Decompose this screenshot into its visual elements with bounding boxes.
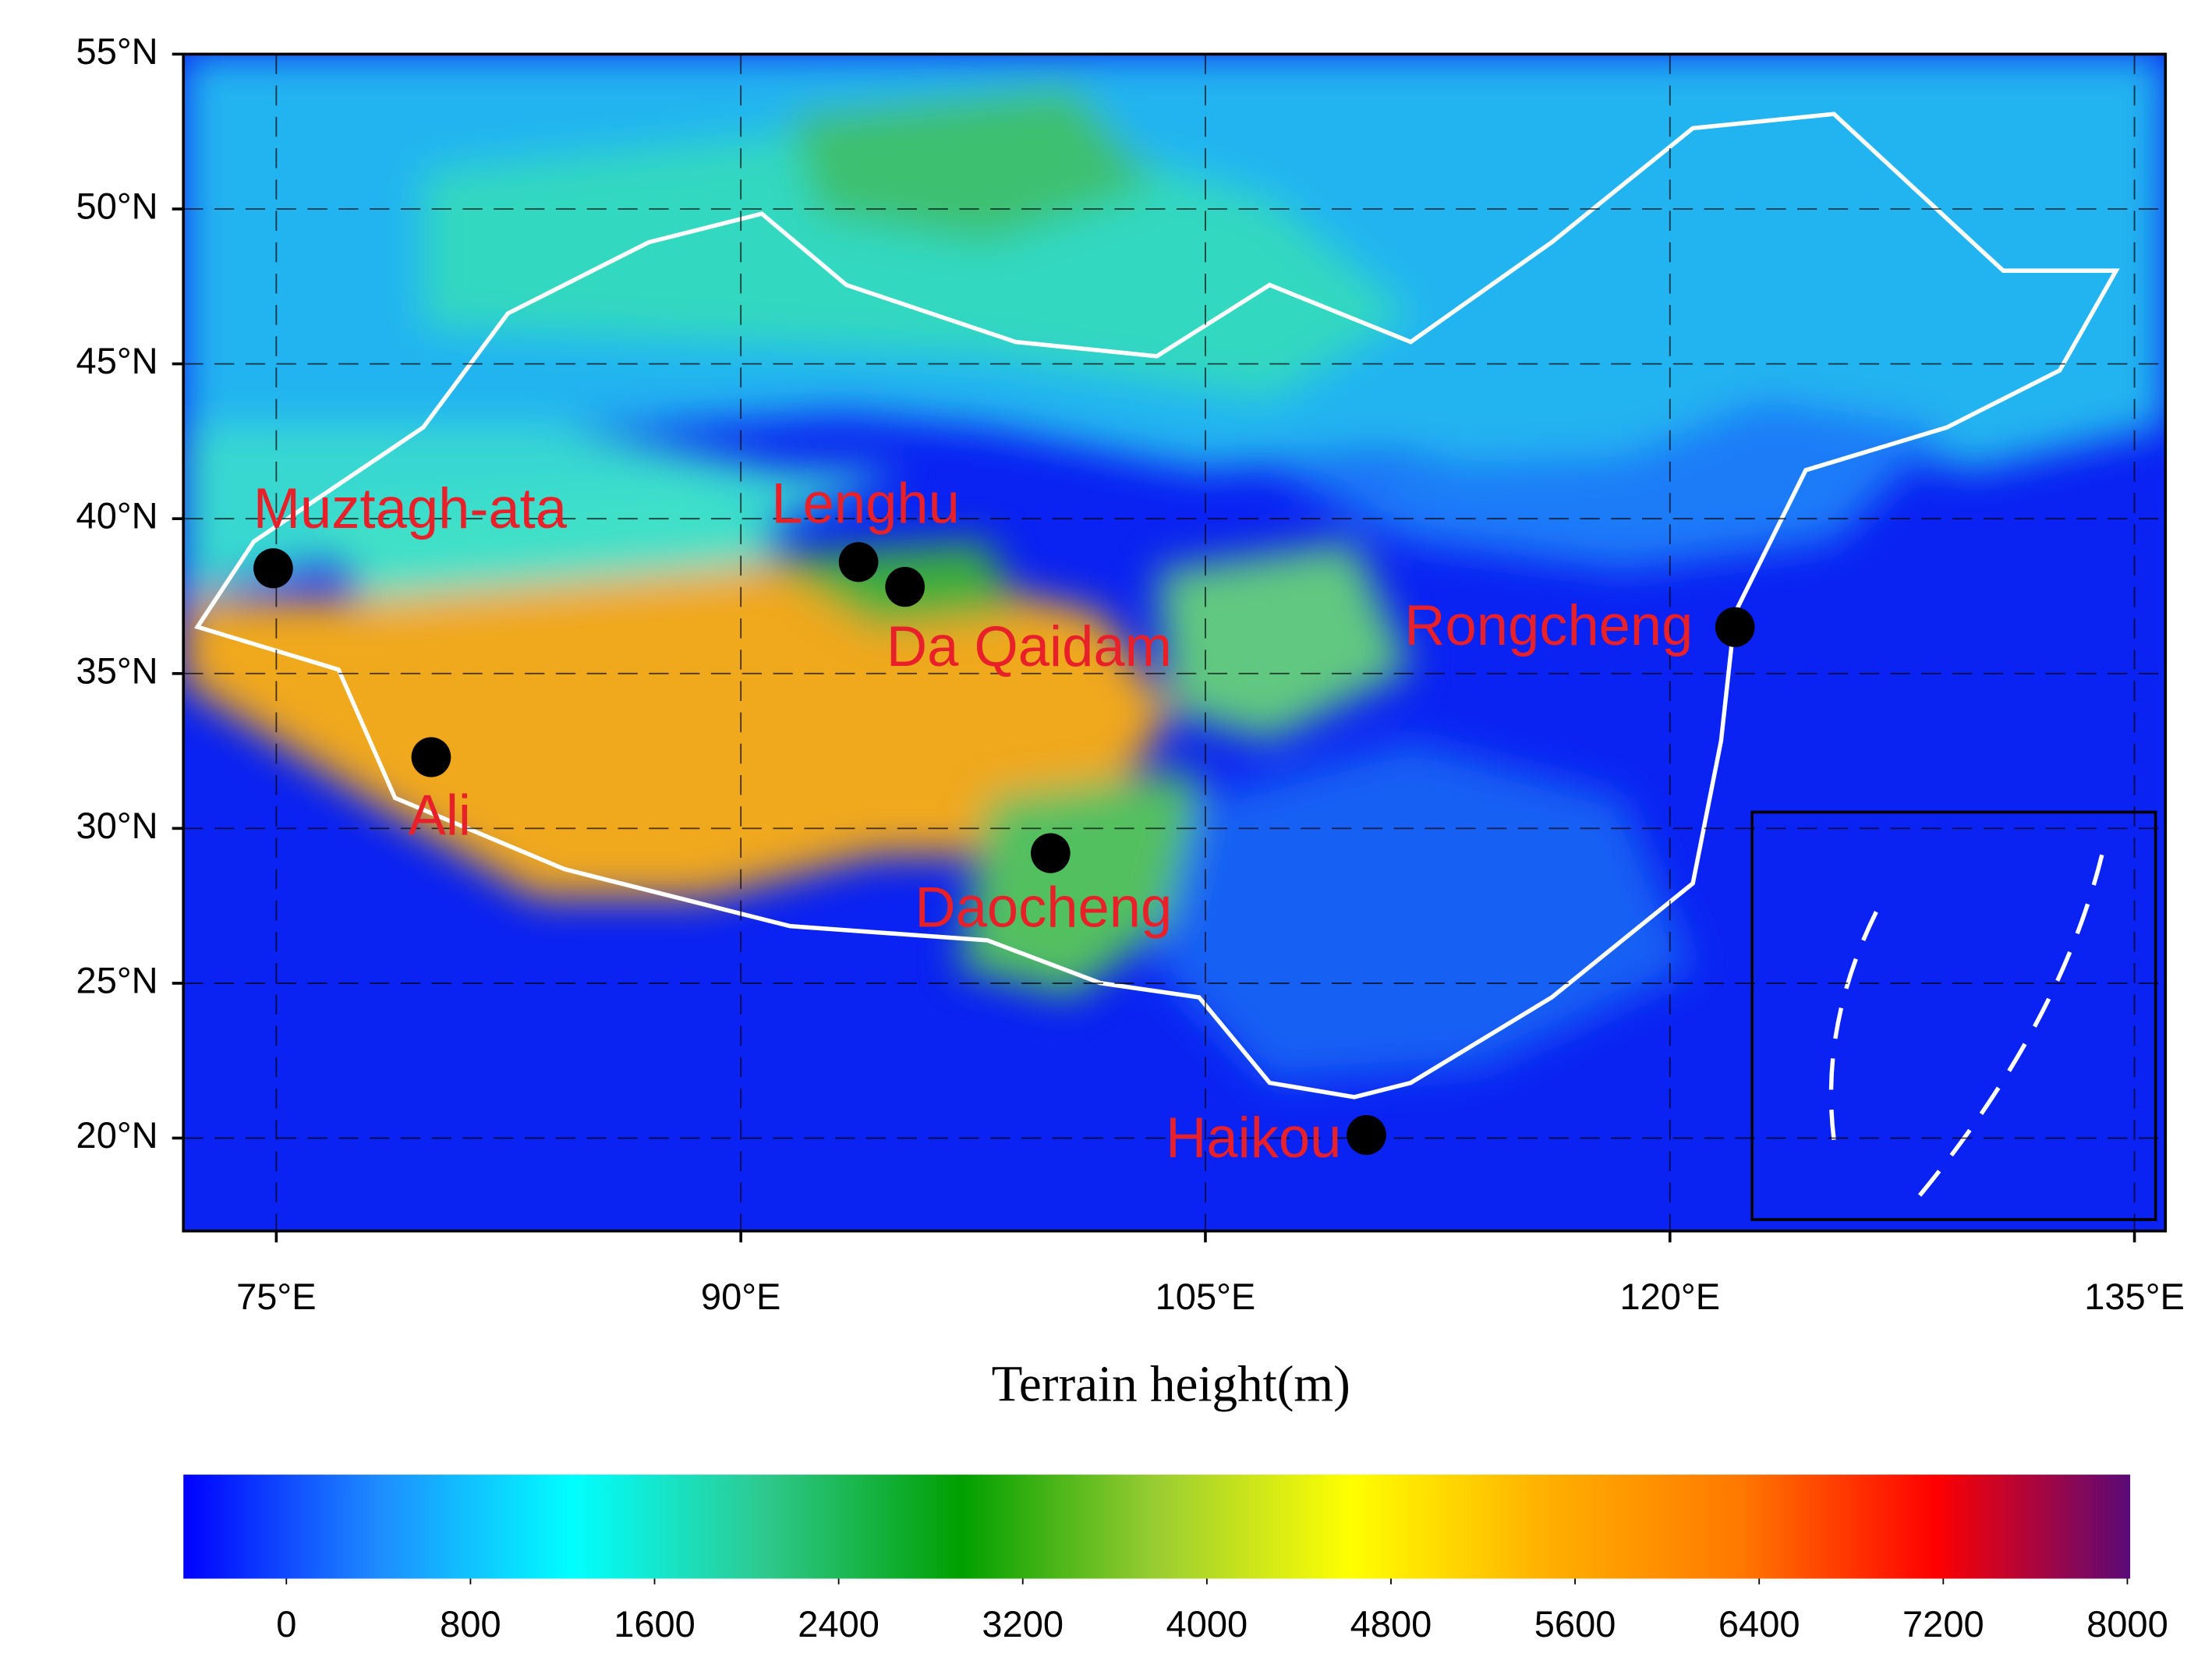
colorbar-ticks: 0 800 1600 2400 3200 4000 4800 5600 6400 7200 8000 bbox=[276, 1578, 2168, 1645]
colorbar-tick-label: 2400 bbox=[798, 1604, 879, 1645]
y-tick-label: 20°N bbox=[76, 1115, 158, 1156]
station-marker bbox=[1715, 607, 1755, 647]
station-label: Muztagh-ata bbox=[253, 476, 568, 540]
colorbar-tick-label: 6400 bbox=[1718, 1604, 1800, 1645]
map-frame bbox=[182, 52, 2168, 1233]
station-marker bbox=[411, 737, 451, 777]
station-label: Rongcheng bbox=[1404, 594, 1693, 657]
colorbar-tick-label: 7200 bbox=[1902, 1604, 1984, 1645]
x-tick-label: 105°E bbox=[1156, 1276, 1256, 1318]
station-marker bbox=[1347, 1114, 1386, 1156]
station-label: Haikou bbox=[1166, 1106, 1341, 1170]
x-tick-label: 75°E bbox=[236, 1276, 317, 1318]
station-marker bbox=[253, 548, 293, 589]
station-label: Daocheng bbox=[915, 876, 1172, 939]
station-marker bbox=[885, 566, 926, 607]
colorbar-tick-label: 3200 bbox=[982, 1604, 1064, 1645]
y-tick-label: 30°N bbox=[76, 805, 158, 847]
colorbar bbox=[183, 1475, 2131, 1579]
y-tick-label: 25°N bbox=[76, 960, 158, 1001]
y-tick-label: 45°N bbox=[76, 341, 158, 382]
colorbar-tick-label: 4000 bbox=[1166, 1604, 1248, 1645]
x-tick-label: 90°E bbox=[701, 1276, 781, 1318]
axis-ticks: 75°E 90°E 105°E 120°E 135°E 20°N 25°N 30°N 35°N 4… bbox=[76, 31, 2185, 1318]
station-label: Ali bbox=[409, 784, 471, 847]
station-marker bbox=[1031, 833, 1071, 873]
y-tick-label: 55°N bbox=[76, 31, 158, 73]
x-tick-label: 135°E bbox=[2084, 1276, 2185, 1318]
y-tick-label: 40°N bbox=[76, 496, 158, 537]
station-marker bbox=[838, 542, 879, 582]
colorbar-tick-label: 1600 bbox=[614, 1604, 695, 1645]
x-tick-label: 120°E bbox=[1619, 1276, 1720, 1318]
colorbar-tick-label: 800 bbox=[440, 1604, 501, 1645]
y-tick-label: 50°N bbox=[76, 186, 158, 227]
axis-title: Terrain height(m) bbox=[992, 1356, 1350, 1412]
colorbar-tick-label: 8000 bbox=[2086, 1604, 2168, 1645]
colorbar-tick-label: 0 bbox=[276, 1604, 296, 1645]
y-tick-label: 35°N bbox=[76, 650, 158, 692]
colorbar-tick-label: 4800 bbox=[1350, 1604, 1432, 1645]
terrain bbox=[183, 54, 2166, 1231]
station-label: Da Qaidam bbox=[887, 615, 1172, 678]
colorbar-tick-label: 5600 bbox=[1534, 1604, 1616, 1645]
station-label: Lenghu bbox=[771, 472, 959, 535]
stations: Muztagh-ata Ali Lenghu Da Qaidam Daocheng Ron… bbox=[253, 472, 1755, 1170]
